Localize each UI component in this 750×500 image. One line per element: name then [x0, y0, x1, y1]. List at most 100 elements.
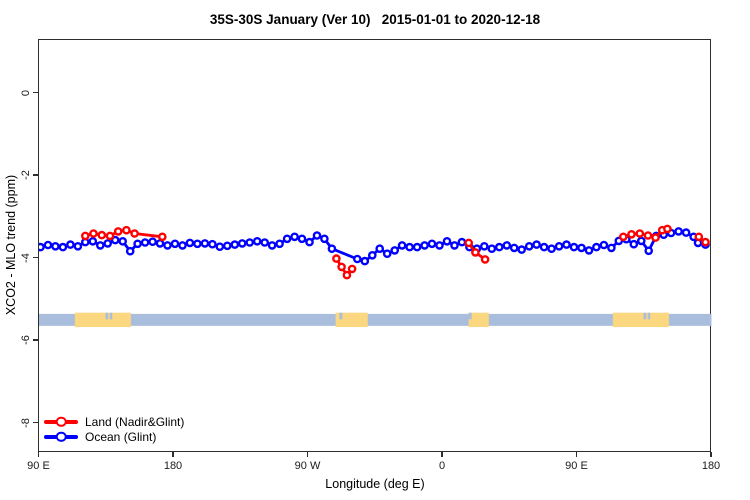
ocean-data-point [245, 238, 254, 247]
ocean-data-point [163, 241, 172, 250]
ocean-data-point [118, 236, 127, 246]
map-band-land-patch [612, 312, 669, 328]
ocean-data-point [367, 250, 377, 260]
ocean-data-point [494, 242, 504, 252]
ocean-point-swatch [55, 431, 67, 442]
x-tick-mark [441, 451, 443, 457]
ocean-data-point [681, 228, 691, 237]
legend-label-land: Land (Nadir&Glint) [85, 414, 185, 429]
map-band-water-notch [105, 312, 109, 320]
land-data-point [643, 231, 653, 240]
legend-item-land: Land (Nadir&Glint) [44, 414, 184, 429]
ocean-data-point [457, 237, 467, 247]
ocean-data-point [405, 242, 414, 252]
ocean-data-point [532, 240, 541, 249]
ocean-data-point [442, 236, 452, 246]
ocean-data-point [155, 239, 165, 248]
ocean-data-point [644, 246, 654, 256]
ocean-data-point [305, 237, 314, 247]
x-tick-label: 180 [163, 459, 183, 472]
ocean-data-point [637, 236, 646, 246]
land-data-point [663, 224, 672, 234]
land-data-point [651, 233, 660, 242]
map-band-ocean [39, 313, 712, 326]
x-axis-title: Longitude (deg E) [325, 477, 425, 491]
land-data-point [122, 225, 131, 235]
ocean-data-point [554, 241, 564, 251]
ocean-data-point [260, 238, 269, 247]
legend-label-ocean: Ocean (Glint) [85, 429, 157, 444]
ocean-data-point [327, 244, 337, 253]
land-data-point [701, 237, 710, 247]
land-data-point [332, 254, 341, 263]
ocean-data-point [599, 240, 609, 250]
map-band-land-patch [335, 312, 368, 328]
land-data-point [464, 238, 474, 248]
ocean-data-point [58, 242, 68, 252]
map-band-land-patch [468, 312, 489, 328]
x-tick-mark [172, 451, 174, 457]
ocean-data-point [133, 239, 142, 249]
ocean-data-point [148, 237, 157, 246]
land-data-point [627, 229, 636, 239]
land-series-key-icon [44, 416, 78, 427]
x-tick-label: 90 E [565, 459, 588, 472]
ocean-data-point [427, 239, 437, 249]
map-band-water-notch [339, 312, 343, 320]
ocean-data-point [275, 239, 284, 249]
ocean-data-point [230, 240, 240, 249]
ocean-data-point [577, 243, 586, 253]
legend: Land (Nadir&Glint) Ocean (Glint) [44, 414, 184, 444]
land-data-point [130, 229, 139, 238]
land-point-swatch [55, 416, 67, 427]
ocean-data-point [103, 239, 112, 248]
ocean-data-point [110, 235, 120, 245]
y-tick-mark [33, 339, 39, 341]
y-tick-mark [33, 256, 39, 259]
ocean-data-point [547, 244, 556, 253]
ocean-data-point [193, 239, 202, 249]
land-data-point [105, 231, 115, 241]
map-band-water-notch [647, 312, 651, 320]
land-data-point [480, 255, 490, 264]
x-tick-mark [37, 451, 40, 457]
land-data-point [113, 227, 123, 236]
ocean-data-point [479, 241, 489, 251]
ocean-data-point [43, 240, 53, 250]
ocean-data-point [562, 240, 571, 249]
x-tick-label: 90 E [27, 459, 50, 472]
ocean-data-point [200, 239, 210, 248]
ocean-data-point [96, 241, 105, 250]
land-data-point [347, 264, 357, 274]
y-tick-label: -2 [19, 170, 32, 181]
map-band-water-notch [643, 312, 647, 320]
map-band-land-patch [74, 312, 131, 328]
land-data-point [97, 230, 107, 240]
ocean-data-point [215, 242, 225, 251]
ocean-data-point [517, 245, 527, 254]
land-data-point [694, 232, 704, 242]
ocean-data-point [140, 238, 150, 247]
x-tick-label: 180 [701, 459, 721, 472]
land-data-point [635, 229, 645, 238]
x-tick-label: 90 W [294, 459, 321, 472]
land-data-point [471, 248, 480, 257]
ocean-data-point [252, 236, 262, 246]
ocean-data-point [125, 246, 135, 256]
ocean-data-point [397, 241, 407, 250]
ocean-data-point [375, 244, 385, 253]
y-tick-label: -6 [19, 335, 32, 346]
ocean-data-point [66, 240, 75, 249]
x-tick-mark [306, 451, 309, 457]
ocean-data-point [450, 241, 459, 250]
y-tick-label: -8 [19, 417, 32, 428]
ocean-data-point [524, 241, 534, 251]
ocean-data-point [185, 238, 195, 248]
chart-title: 35S-30S January (Ver 10) 2015-01-01 to 2… [209, 12, 541, 27]
y-tick-mark [33, 91, 39, 94]
ocean-data-point [412, 242, 422, 252]
ocean-data-point [390, 246, 400, 255]
map-band-water-notch [109, 312, 113, 320]
land-data-point [342, 270, 352, 280]
y-axis-title: XCO2 - MLO trend (ppm) [4, 174, 18, 316]
